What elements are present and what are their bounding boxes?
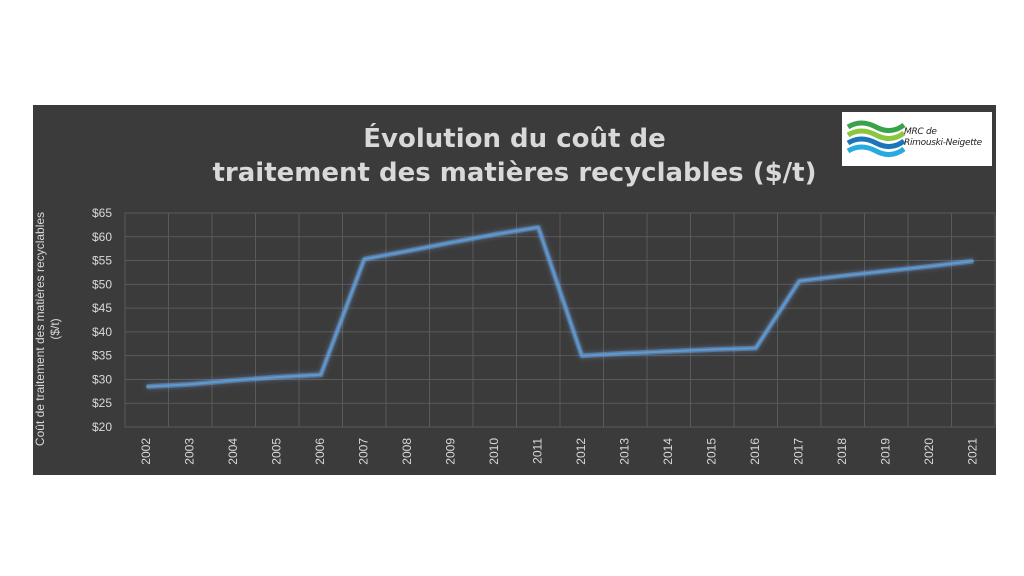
data-point (580, 354, 583, 357)
y-tick-label: $60 (92, 230, 112, 244)
chart-title-line1: Évolution du coût de (363, 124, 666, 154)
data-point (624, 352, 627, 355)
x-tick-label: 2003 (182, 438, 196, 465)
x-tick-label: 2018 (835, 438, 849, 465)
wave-logo-icon (846, 120, 906, 157)
x-tick-label: 2013 (617, 438, 631, 465)
x-tick-label: 2020 (922, 438, 936, 465)
x-tick-labels: 2002 2003 2004 2005 2006 2007 2008 2009 2010 2011… (139, 438, 980, 465)
chart-title: Évolution du coût de traitement des mati… (33, 122, 996, 190)
data-point (711, 348, 714, 351)
y-tick-label: $45 (92, 301, 112, 315)
x-tick-label: 2005 (269, 438, 283, 465)
data-point (667, 350, 670, 353)
data-point (841, 274, 844, 277)
data-point (189, 383, 192, 386)
x-tick-label: 2017 (791, 438, 805, 465)
x-tick-label: 2016 (748, 438, 762, 465)
y-tick-label: $50 (92, 277, 112, 291)
chart-title-line2: traitement des matières recyclables ($/t… (212, 158, 817, 188)
series-line (146, 226, 974, 388)
data-point (450, 241, 453, 244)
x-tick-label: 2019 (878, 438, 892, 465)
y-tick-label: $20 (92, 420, 112, 434)
data-point (754, 347, 757, 349)
y-tick-label: $40 (92, 325, 112, 339)
data-point (319, 373, 322, 376)
logo-line2: Rimouski-Neigette (904, 138, 982, 148)
y-tick-label: $35 (92, 349, 112, 363)
grid-lines (124, 212, 996, 428)
x-tick-label: 2008 (400, 438, 414, 465)
y-tick-labels: $20 $25 $30 $35 $40 $45 $50 $55 $60 $65 (92, 206, 112, 434)
x-tick-label: 2015 (704, 438, 718, 465)
y-tick-label: $65 (92, 206, 112, 220)
data-point (798, 280, 801, 282)
series-layer (145, 224, 975, 390)
x-tick-label: 2014 (661, 438, 675, 465)
data-point (885, 270, 888, 272)
data-point (232, 379, 235, 382)
x-tick-label: 2007 (356, 438, 370, 465)
y-tick-label: $55 (92, 254, 112, 268)
logo-line1: MRC de (904, 127, 937, 137)
x-tick-label: 2006 (313, 438, 327, 465)
data-point (928, 265, 931, 268)
x-tick-label: 2011 (530, 438, 544, 464)
x-tick-label: 2009 (443, 438, 457, 465)
x-tick-label: 2002 (139, 438, 153, 465)
y-tick-label: $25 (92, 396, 112, 410)
data-point (406, 250, 409, 252)
y-tick-label: $30 (92, 372, 112, 386)
chart-panel (33, 105, 996, 475)
x-tick-label: 2012 (574, 438, 588, 465)
x-tick-label: 2004 (226, 438, 240, 465)
data-point (972, 260, 975, 262)
x-tick-label: 2021 (965, 438, 979, 465)
logo-text: MRC de Rimouski-Neigette (904, 127, 982, 149)
data-point (537, 226, 540, 229)
data-point (145, 385, 148, 388)
x-tick-label: 2010 (487, 438, 501, 465)
data-point (276, 376, 279, 378)
mrc-logo: MRC de Rimouski-Neigette (842, 112, 992, 166)
data-point (363, 258, 366, 260)
data-point (493, 233, 496, 236)
